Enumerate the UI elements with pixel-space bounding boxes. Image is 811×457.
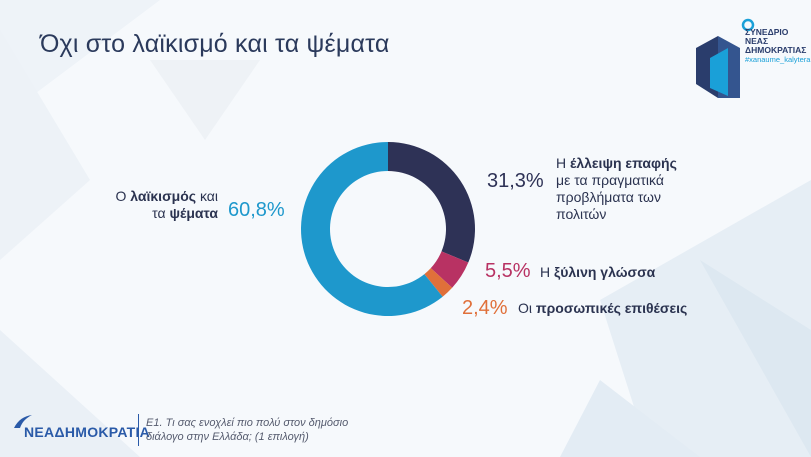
pct-label-disconnect: 31,3%: [487, 170, 544, 193]
label-populism-mid: και: [199, 188, 218, 204]
slice-personal-attacks: [424, 268, 453, 297]
pct-label-personal-attacks: 2,4%: [462, 297, 508, 320]
survey-question-line1: Ε1. Τι σας ενοχλεί πιο πολύ στον δημόσιο: [146, 417, 349, 429]
party-name: ΝΕΑΔΗΜΟΚΡΑΤΙΑ: [24, 424, 151, 440]
slice-disconnect: [388, 142, 475, 263]
pct-value-populism: 60,8%: [228, 199, 285, 221]
label-disconnect-line3: προβλήματα των: [556, 189, 661, 205]
label-attacks-prefix: Οι: [518, 300, 532, 316]
label-populism-prefix: Ο: [115, 188, 127, 204]
label-wooden-language: Η ξύλινη γλώσσα: [540, 264, 655, 281]
pct-label-populism: 60,8%: [228, 199, 285, 222]
label-disconnect: Η έλλειψη επαφής με τα πραγματικά προβλή…: [556, 155, 677, 223]
label-disconnect-prefix: Η: [556, 155, 567, 171]
label-disconnect-bold: έλλειψη επαφής: [570, 155, 677, 171]
label-disconnect-line2: με τα πραγματικά: [556, 172, 664, 188]
label-populism: Ο λαϊκισμός και τα ψέματα: [93, 188, 218, 222]
pct-value-disconnect: 31,3%: [487, 170, 544, 192]
logo-line3: ΔΗΜΟΚΡΑΤΙΑΣ: [745, 45, 807, 55]
party-torch-icon: [14, 415, 32, 428]
congress-logo-text: ΣΥΝΕΔΡΙΟ ΝΕΑΣ ΔΗΜΟΚΡΑΤΙΑΣ #xanaume_kalyt…: [745, 27, 811, 65]
label-populism-line2-prefix: τα: [152, 205, 166, 221]
logo-line2: ΝΕΑΣ: [745, 36, 769, 46]
label-attacks-bold: προσωπικές επιθέσεις: [535, 300, 688, 316]
slice-populism: [301, 142, 443, 316]
label-disconnect-line4: πολιτών: [556, 206, 607, 222]
label-populism-line2-bold: ψέματα: [169, 205, 218, 221]
label-wooden-prefix: Η: [540, 264, 551, 280]
pct-value-personal-attacks: 2,4%: [462, 297, 508, 319]
footer-divider: [138, 414, 139, 446]
survey-question: Ε1. Τι σας ενοχλεί πιο πολύ στον δημόσιο…: [146, 416, 426, 444]
pct-value-wooden-language: 5,5%: [485, 260, 531, 282]
label-wooden-bold: ξύλινη γλώσσα: [554, 264, 656, 280]
congress-logo: [696, 18, 755, 98]
logo-tag: #xanaume_kalytera: [745, 55, 811, 64]
slice-wooden-language: [430, 251, 469, 288]
logo-line1: ΣΥΝΕΔΡΙΟ: [745, 27, 789, 37]
survey-question-line2: διάλογο στην Ελλάδα; (1 επιλογή): [146, 431, 309, 443]
label-populism-bold: λαϊκισμός: [130, 188, 197, 204]
label-personal-attacks: Οι προσωπικές επιθέσεις: [518, 300, 687, 317]
page-title: Όχι στο λαϊκισμό και τα ψέματα: [40, 30, 390, 58]
pct-label-wooden-language: 5,5%: [485, 260, 531, 283]
